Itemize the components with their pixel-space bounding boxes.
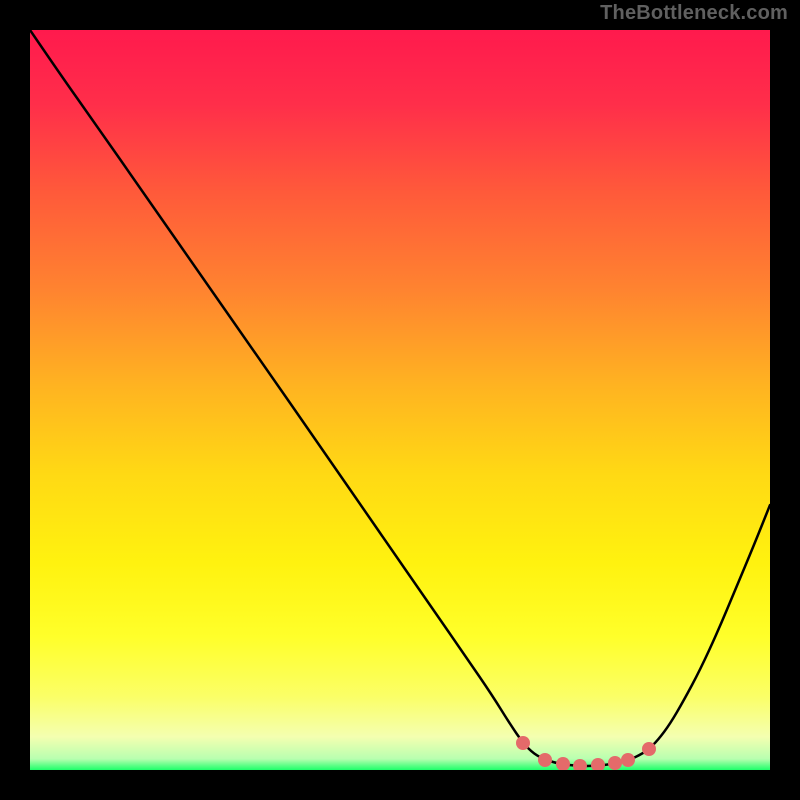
watermark-text: TheBottleneck.com xyxy=(600,2,788,25)
bottleneck-chart xyxy=(30,30,770,770)
chart-frame: { "watermark": { "text": "TheBottleneck.… xyxy=(0,0,800,800)
marker-dot xyxy=(608,756,622,770)
marker-dot xyxy=(621,753,635,767)
marker-dot xyxy=(538,753,552,767)
marker-dot xyxy=(642,742,656,756)
gradient-background xyxy=(30,30,770,770)
marker-dot xyxy=(516,736,530,750)
